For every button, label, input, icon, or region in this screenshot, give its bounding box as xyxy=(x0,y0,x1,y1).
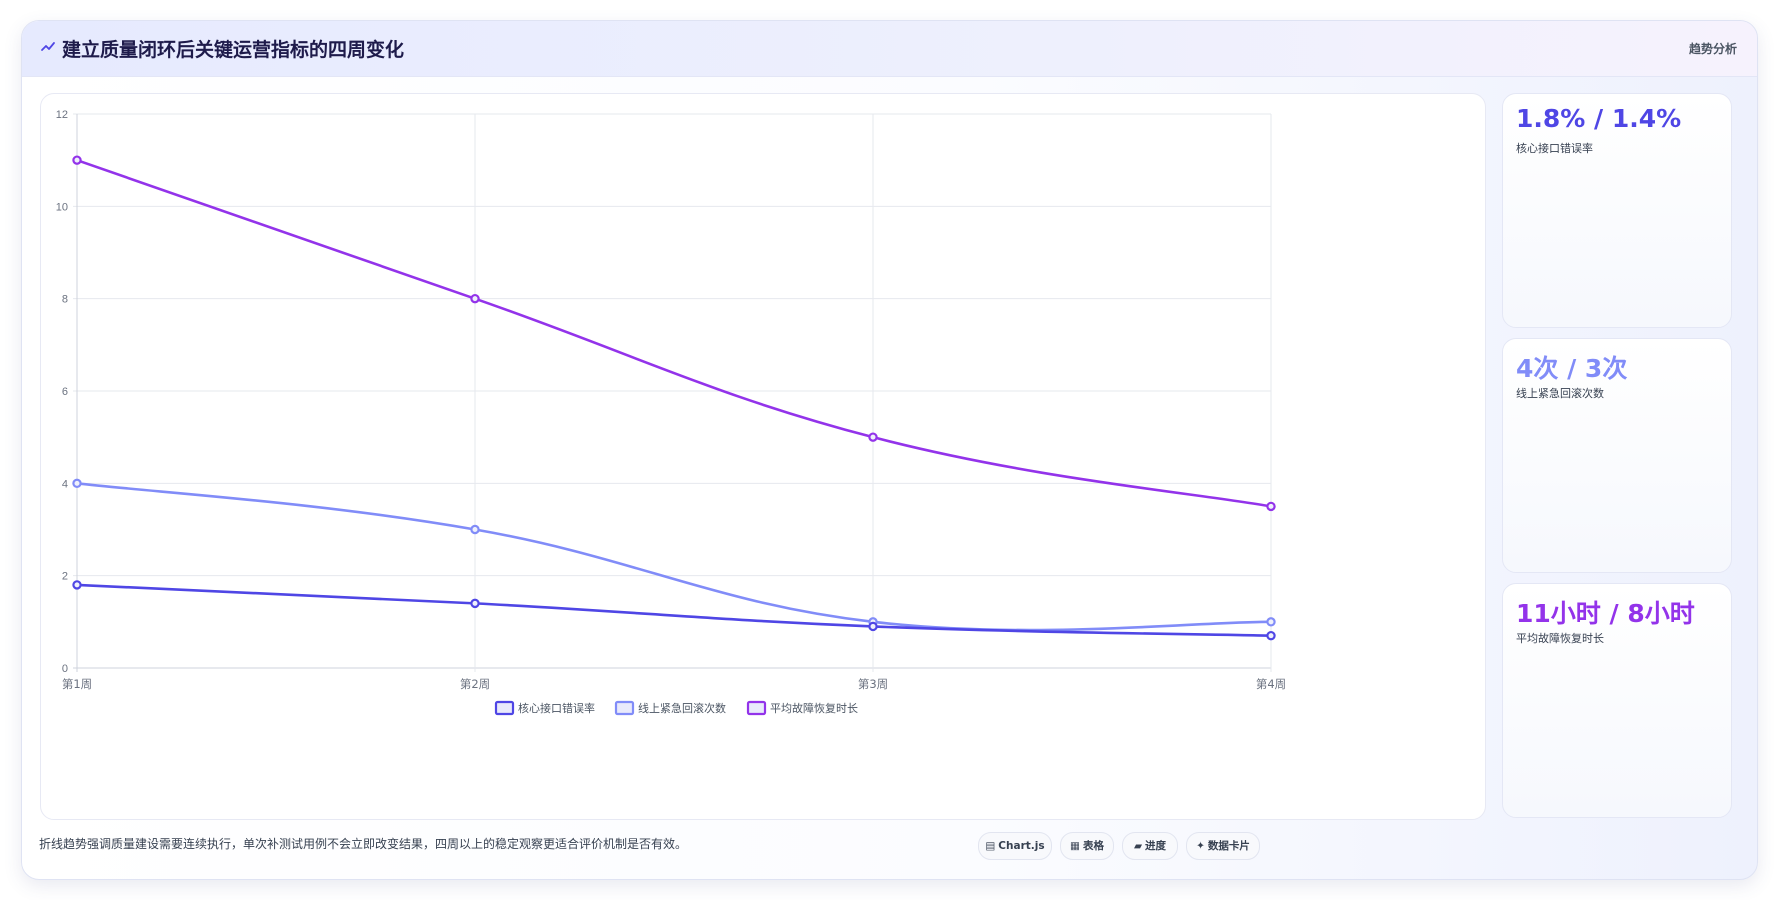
dashboard-card: 建立质量闭环后关键运营指标的四周变化 趋势分析 0 2 4 6 8 10 12 第1周 第2周 第… xyxy=(21,20,1758,880)
y-tick-label: 10 xyxy=(56,201,68,213)
trend-analysis-tag: 趋势分析 xyxy=(1688,42,1737,56)
series-line xyxy=(75,583,1273,637)
legend-label[interactable]: 核心接口错误率 xyxy=(518,701,595,715)
sparkle-icon: ✦ xyxy=(1196,840,1205,852)
y-tick-label: 12 xyxy=(56,109,68,121)
x-tick-label: 第4周 xyxy=(1256,677,1286,691)
data-point[interactable] xyxy=(868,621,878,632)
series-line xyxy=(75,482,1273,632)
progress-icon: ▰ xyxy=(1133,840,1143,852)
legend-swatch[interactable] xyxy=(746,700,767,716)
data-point[interactable] xyxy=(470,524,480,535)
card-header: 建立质量闭环后关键运营指标的四周变化 趋势分析 xyxy=(22,21,1757,77)
data-point[interactable] xyxy=(1266,617,1276,627)
chip-label: 数据卡片 xyxy=(1207,840,1250,852)
legend-label[interactable]: 线上紧急回滚次数 xyxy=(638,701,726,715)
data-point[interactable] xyxy=(1266,501,1276,512)
legend-swatch[interactable] xyxy=(614,700,635,716)
data-point[interactable] xyxy=(470,598,480,609)
stat-label: 核心接口错误率 xyxy=(1516,142,1593,155)
stat-label: 线上紧急回滚次数 xyxy=(1516,387,1604,400)
footnote: 折线趋势强调质量建设需要连续执行，单次补测试用例不会立即改变结果，四周以上的稳定… xyxy=(39,837,688,851)
chart-title: 建立质量闭环后关键运营指标的四周变化 xyxy=(62,39,405,61)
chip-table[interactable]: ▦ 表格 xyxy=(1060,832,1114,860)
y-tick-label: 4 xyxy=(62,478,68,490)
chart-glyph-icon: ▤ xyxy=(985,840,996,852)
table-icon: ▦ xyxy=(1070,840,1080,852)
y-tick-label: 0 xyxy=(62,663,68,675)
chip-data-card[interactable]: ✦ 数据卡片 xyxy=(1186,832,1260,860)
y-tick-label: 8 xyxy=(62,294,68,306)
data-point[interactable] xyxy=(72,155,82,165)
stat-card-rollback-count: 4次 / 3次 线上紧急回滚次数 xyxy=(1502,338,1732,573)
data-point[interactable] xyxy=(72,580,82,590)
y-tick-label: 6 xyxy=(62,386,68,398)
data-point[interactable] xyxy=(470,293,480,304)
x-tick-label: 第1周 xyxy=(62,677,92,691)
data-point[interactable] xyxy=(1266,630,1276,641)
stat-value: 1.8% / 1.4% xyxy=(1516,104,1682,133)
stat-value: 11小时 / 8小时 xyxy=(1516,599,1695,628)
line-chart: 0 2 4 6 8 10 12 第1周 第2周 第3周 第4周 核心接口错误率 线上紧急回滚次数 平均故… xyxy=(56,109,1286,716)
chip-progress[interactable]: ▰ 进度 xyxy=(1122,832,1178,860)
stat-card-recovery-time: 11小时 / 8小时 平均故障恢复时长 xyxy=(1502,583,1732,818)
chip-chartjs[interactable]: ▤ Chart.js xyxy=(978,832,1052,860)
series-line xyxy=(75,158,1273,508)
chart-panel: 0 2 4 6 8 10 12 第1周 第2周 第3周 第4周 核心接口错误率 线上紧急回滚次数 平均故… xyxy=(40,93,1486,820)
legend-swatch[interactable] xyxy=(494,700,515,716)
stat-card-error-rate: 1.8% / 1.4% 核心接口错误率 xyxy=(1502,93,1732,328)
x-tick-label: 第3周 xyxy=(858,677,888,691)
x-tick-label: 第2周 xyxy=(460,677,490,691)
y-tick-label: 2 xyxy=(62,571,68,583)
data-point[interactable] xyxy=(72,478,82,489)
data-point[interactable] xyxy=(868,432,878,442)
stat-label: 平均故障恢复时长 xyxy=(1516,632,1604,645)
chip-label: 进度 xyxy=(1145,840,1167,852)
stat-value: 4次 / 3次 xyxy=(1516,354,1628,383)
legend-label[interactable]: 平均故障恢复时长 xyxy=(770,701,858,715)
chip-label: 表格 xyxy=(1082,840,1104,852)
sparkline-icon xyxy=(41,42,55,51)
chip-label: Chart.js xyxy=(998,840,1045,852)
